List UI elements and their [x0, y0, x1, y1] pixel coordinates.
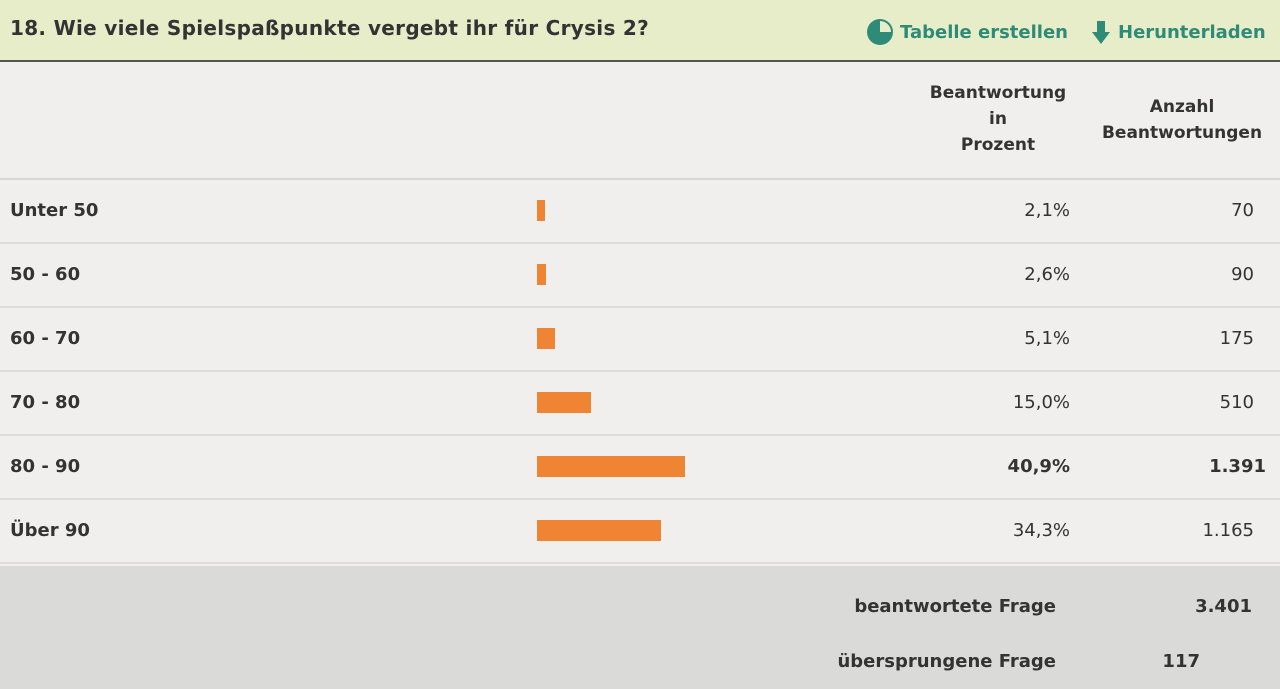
table-row: 50 - 60 2,6% 90 — [0, 244, 1280, 308]
heading-line: in — [989, 109, 1007, 129]
percent: 34,3% — [1012, 520, 1070, 541]
column-header: Beantwortung in Prozent Anzahl Beantwortunge… — [0, 62, 1280, 180]
download-button[interactable]: Herunterladen — [1090, 18, 1266, 46]
heading-line: Anzahl — [1149, 97, 1215, 117]
table-row: Über 90 34,3% 1.165 — [0, 500, 1280, 564]
column-heading: Anzahl Beantwortungen — [1092, 94, 1272, 146]
header: 18. Wie viele Spielspaßpunkte vergebt ih… — [0, 0, 1280, 62]
percent: 5,1% — [1024, 328, 1070, 349]
table-row: 80 - 90 40,9% 1.391 — [0, 436, 1280, 500]
heading-line: Prozent — [960, 135, 1036, 155]
percent: 2,6% — [1024, 264, 1070, 285]
percent: 40,9% — [1007, 456, 1070, 477]
heading-line: Beantwortung — [929, 83, 1067, 103]
bar — [537, 328, 556, 349]
count: 90 — [1231, 264, 1254, 285]
summary-value: 117 — [1162, 651, 1200, 672]
row-label: 70 - 80 — [10, 392, 81, 413]
pie-icon — [867, 19, 893, 45]
bar — [537, 456, 686, 477]
table-row: 70 - 80 15,0% 510 — [0, 372, 1280, 436]
column-heading: Beantwortung in Prozent — [908, 80, 1088, 158]
bar — [537, 392, 592, 413]
row-label: 60 - 70 — [10, 328, 81, 349]
action-label: Herunterladen — [1118, 21, 1266, 43]
count: 1.165 — [1202, 520, 1254, 541]
summary-value: 3.401 — [1195, 596, 1252, 617]
row-label: Über 90 — [10, 520, 90, 541]
summary: beantwortete Frage 3.401 übersprungene Fra… — [0, 566, 1280, 689]
count: 1.391 — [1209, 456, 1266, 477]
bar — [537, 264, 547, 285]
row-label: 80 - 90 — [10, 456, 81, 477]
create-table-button[interactable]: Tabelle erstellen — [866, 18, 1068, 46]
row-label: Unter 50 — [10, 200, 99, 221]
heading-line: Beantwortungen — [1101, 123, 1263, 143]
percent: 2,1% — [1024, 200, 1070, 221]
bar — [537, 200, 545, 221]
count: 510 — [1219, 392, 1254, 413]
action-label: Tabelle erstellen — [900, 21, 1068, 43]
percent: 15,0% — [1012, 392, 1070, 413]
row-label: 50 - 60 — [10, 264, 81, 285]
count: 70 — [1231, 200, 1254, 221]
table-row: Unter 50 2,1% 70 — [0, 180, 1280, 244]
title: 18. Wie viele Spielspaßpunkte vergebt ih… — [10, 16, 650, 40]
table-row: 60 - 70 5,1% 175 — [0, 308, 1280, 372]
bar — [537, 520, 662, 541]
summary-label: beantwortete Frage — [854, 596, 1056, 617]
count: 175 — [1219, 328, 1254, 349]
summary-label: übersprungene Frage — [837, 651, 1056, 672]
download-icon — [1092, 21, 1110, 44]
